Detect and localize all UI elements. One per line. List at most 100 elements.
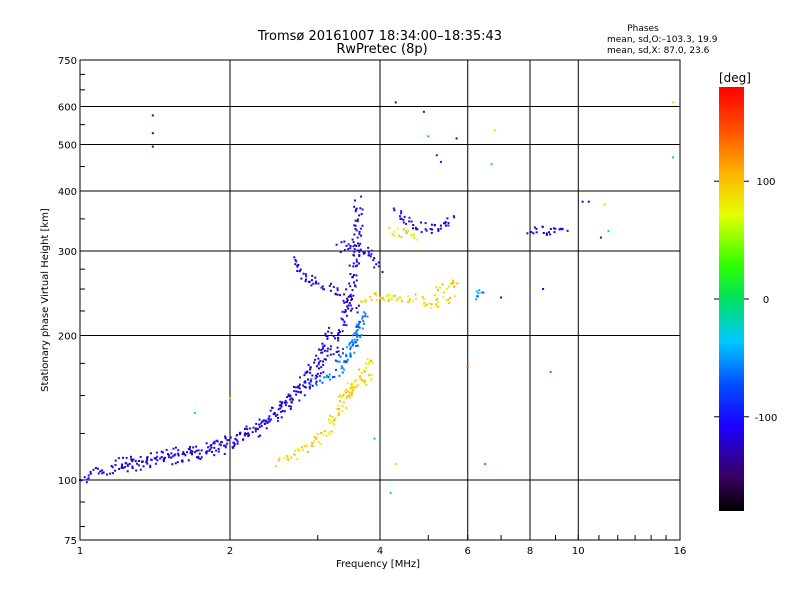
data-point — [252, 426, 255, 429]
data-point — [400, 236, 403, 239]
data-point — [344, 391, 347, 394]
data-point — [394, 294, 396, 297]
data-point — [336, 346, 339, 349]
data-point — [554, 227, 557, 230]
data-point — [333, 423, 335, 426]
data-point — [311, 442, 314, 445]
data-point — [387, 299, 390, 302]
data-point — [130, 459, 133, 461]
data-point — [400, 210, 403, 213]
data-point — [337, 339, 340, 342]
data-point — [343, 240, 346, 243]
data-point — [358, 244, 361, 247]
data-point — [223, 453, 226, 455]
data-point — [320, 366, 323, 369]
data-point — [244, 427, 246, 430]
data-point — [326, 335, 329, 338]
data-point — [322, 363, 325, 366]
data-point — [439, 224, 442, 227]
data-point — [405, 222, 407, 225]
data-point — [267, 417, 270, 420]
data-point — [354, 341, 357, 344]
data-point — [360, 234, 363, 237]
data-point — [372, 292, 375, 295]
data-point — [336, 289, 339, 292]
data-point — [422, 110, 425, 113]
data-point — [340, 410, 343, 412]
data-point — [337, 404, 340, 407]
data-point — [313, 436, 316, 439]
data-point — [242, 438, 244, 441]
data-point — [603, 203, 606, 206]
data-point — [361, 315, 364, 318]
data-point — [435, 286, 438, 289]
data-point — [303, 444, 306, 447]
data-point — [319, 360, 322, 363]
data-point — [427, 135, 430, 138]
data-point — [311, 384, 314, 387]
data-point — [251, 431, 254, 434]
data-point — [351, 238, 354, 241]
data-point — [217, 447, 220, 450]
data-point — [349, 285, 352, 288]
data-point — [374, 292, 377, 295]
data-point — [171, 463, 174, 466]
data-point — [224, 444, 227, 447]
data-point — [331, 376, 334, 379]
data-point — [327, 418, 330, 421]
data-point — [371, 361, 374, 364]
data-point — [270, 418, 272, 421]
data-point — [308, 382, 311, 385]
x-tick-label: 2 — [227, 546, 233, 557]
data-point — [326, 337, 329, 340]
data-point — [355, 229, 358, 232]
data-point — [122, 456, 124, 459]
data-point — [287, 393, 290, 396]
data-point — [407, 295, 410, 298]
data-point — [353, 332, 356, 335]
data-point — [386, 295, 389, 297]
data-point — [204, 451, 207, 454]
chart-subtitle: RwPretec (8p) — [336, 42, 427, 57]
data-point — [315, 365, 318, 368]
colorbar-label: [deg] — [719, 71, 751, 85]
data-point — [370, 359, 372, 362]
data-point — [453, 285, 456, 288]
data-point — [347, 248, 350, 251]
data-point — [394, 463, 397, 465]
data-point — [325, 358, 327, 361]
data-point — [321, 285, 324, 288]
data-point — [358, 326, 361, 329]
y-tick-label: 750 — [58, 56, 77, 67]
data-point — [189, 449, 192, 452]
data-point — [449, 282, 452, 285]
data-point — [553, 231, 556, 234]
data-point — [346, 358, 349, 361]
data-point — [142, 465, 145, 468]
data-point — [373, 266, 376, 269]
data-point — [304, 380, 307, 383]
data-point — [97, 472, 100, 475]
x-tick-label: 6 — [465, 546, 471, 557]
data-point — [125, 456, 128, 459]
data-point — [493, 129, 496, 132]
data-point — [454, 295, 457, 298]
data-point — [421, 295, 424, 298]
chart-title: Tromsø 20161007 18:34:00–18:35:43 — [257, 29, 502, 44]
y-tick-label: 200 — [58, 332, 77, 343]
data-point — [362, 320, 365, 323]
data-point — [191, 450, 194, 453]
data-point — [343, 390, 346, 393]
data-point — [176, 461, 179, 464]
data-point — [298, 270, 301, 273]
data-point — [305, 444, 308, 447]
data-point — [290, 397, 293, 400]
data-point — [337, 336, 340, 339]
data-point — [359, 336, 362, 339]
data-point — [350, 295, 353, 298]
data-point — [315, 437, 318, 440]
data-point — [360, 334, 363, 336]
data-point — [402, 218, 405, 221]
data-point — [420, 231, 423, 234]
